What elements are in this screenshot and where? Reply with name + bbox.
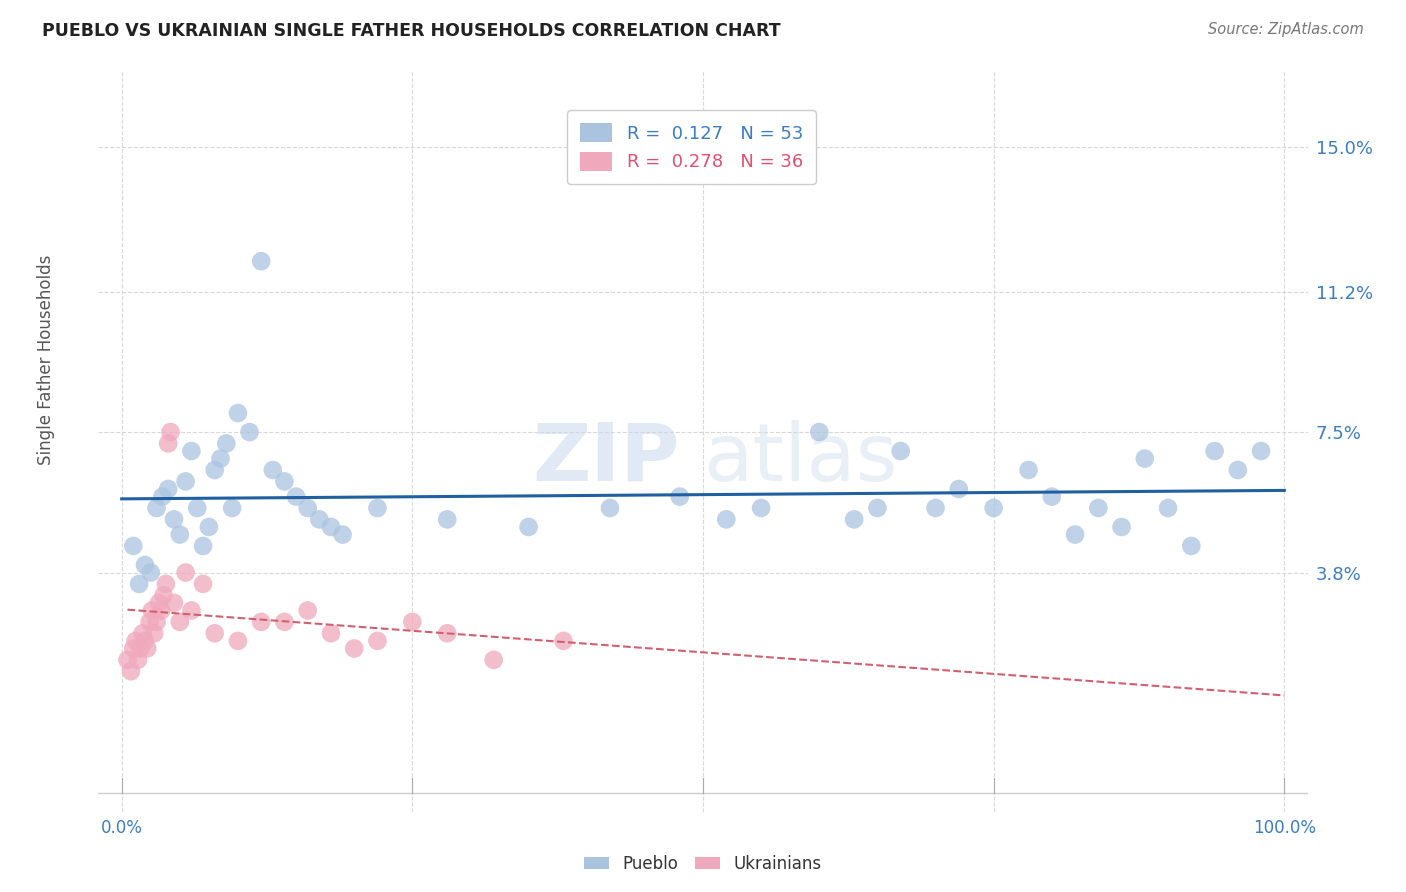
Point xyxy=(163,512,186,526)
Point xyxy=(401,615,423,629)
Point xyxy=(131,626,153,640)
Text: ZIP: ZIP xyxy=(533,419,679,498)
Point xyxy=(169,615,191,629)
Point xyxy=(250,254,273,268)
Point xyxy=(159,425,181,439)
Point xyxy=(128,577,150,591)
Point xyxy=(221,500,243,515)
Point xyxy=(138,615,160,629)
Point xyxy=(174,475,197,489)
Point xyxy=(122,539,145,553)
Point xyxy=(366,633,388,648)
Point xyxy=(152,588,174,602)
Point xyxy=(139,566,162,580)
Text: 0.0%: 0.0% xyxy=(101,820,142,838)
Point xyxy=(226,633,249,648)
Point xyxy=(983,500,1005,515)
Point xyxy=(148,596,170,610)
Point xyxy=(239,425,262,439)
Point xyxy=(186,500,208,515)
Point xyxy=(890,444,912,458)
Point xyxy=(250,615,273,629)
Point xyxy=(155,577,177,591)
Point xyxy=(127,653,149,667)
Point xyxy=(204,463,226,477)
Point xyxy=(273,615,295,629)
Point xyxy=(215,436,238,450)
Point xyxy=(343,641,366,656)
Point xyxy=(180,603,202,617)
Point xyxy=(145,500,167,515)
Point xyxy=(308,512,330,526)
Point xyxy=(226,406,249,420)
Text: Single Father Households: Single Father Households xyxy=(37,255,55,465)
Point xyxy=(553,633,575,648)
Text: Source: ZipAtlas.com: Source: ZipAtlas.com xyxy=(1208,22,1364,37)
Point xyxy=(134,558,156,572)
Point xyxy=(436,512,458,526)
Point xyxy=(134,633,156,648)
Point xyxy=(150,490,173,504)
Legend: Pueblo, Ukrainians: Pueblo, Ukrainians xyxy=(578,848,828,880)
Point xyxy=(209,451,232,466)
Point xyxy=(948,482,970,496)
Point xyxy=(174,566,197,580)
Point xyxy=(273,475,295,489)
Point xyxy=(332,527,354,541)
Point xyxy=(1250,444,1272,458)
Point xyxy=(120,665,142,679)
Point xyxy=(150,603,173,617)
Point xyxy=(169,527,191,541)
Point xyxy=(482,653,505,667)
Point xyxy=(1018,463,1040,477)
Point xyxy=(1226,463,1249,477)
Point xyxy=(517,520,540,534)
Point xyxy=(122,641,145,656)
Text: atlas: atlas xyxy=(703,419,897,498)
Point xyxy=(844,512,866,526)
Text: 100.0%: 100.0% xyxy=(1253,820,1316,838)
Point xyxy=(129,641,152,656)
Point xyxy=(124,633,146,648)
Point xyxy=(1133,451,1156,466)
Point xyxy=(191,577,214,591)
Legend: R =  0.127   N = 53, R =  0.278   N = 36: R = 0.127 N = 53, R = 0.278 N = 36 xyxy=(567,110,815,184)
Point xyxy=(924,500,946,515)
Point xyxy=(366,500,388,515)
Point xyxy=(1157,500,1180,515)
Point xyxy=(749,500,772,515)
Point xyxy=(180,444,202,458)
Point xyxy=(1064,527,1087,541)
Point xyxy=(204,626,226,640)
Text: PUEBLO VS UKRAINIAN SINGLE FATHER HOUSEHOLDS CORRELATION CHART: PUEBLO VS UKRAINIAN SINGLE FATHER HOUSEH… xyxy=(42,22,780,40)
Point xyxy=(198,520,221,534)
Point xyxy=(436,626,458,640)
Point xyxy=(808,425,831,439)
Point xyxy=(157,436,180,450)
Point xyxy=(668,490,690,504)
Point xyxy=(297,603,319,617)
Point xyxy=(319,626,342,640)
Point xyxy=(866,500,889,515)
Point xyxy=(285,490,308,504)
Point xyxy=(141,603,163,617)
Point xyxy=(716,512,738,526)
Point xyxy=(143,626,166,640)
Point xyxy=(1040,490,1063,504)
Point xyxy=(145,615,167,629)
Point xyxy=(1180,539,1202,553)
Point xyxy=(1087,500,1109,515)
Point xyxy=(1111,520,1133,534)
Point xyxy=(599,500,621,515)
Point xyxy=(191,539,214,553)
Point xyxy=(117,653,139,667)
Point xyxy=(319,520,342,534)
Point xyxy=(136,641,159,656)
Point xyxy=(157,482,180,496)
Point xyxy=(1204,444,1226,458)
Point xyxy=(262,463,284,477)
Point xyxy=(297,500,319,515)
Point xyxy=(163,596,186,610)
